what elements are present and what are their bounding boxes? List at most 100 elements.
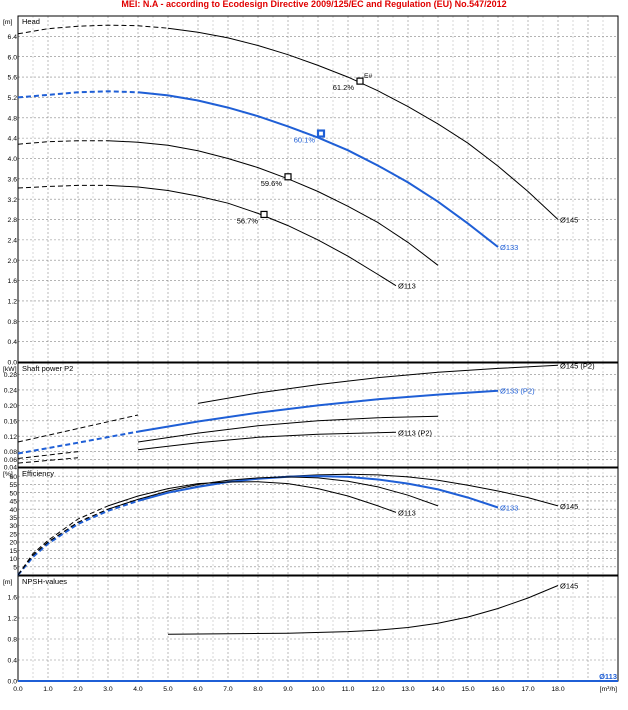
y-tick-label: 0.16 xyxy=(4,418,17,425)
curve-unnamed xyxy=(137,415,439,443)
y-unit-label: [m] xyxy=(3,19,13,26)
series-label: Ø145 (P2) xyxy=(560,361,595,370)
curve-dashed xyxy=(17,451,79,459)
bep-label: 60.1% xyxy=(294,136,316,145)
curve-dashed xyxy=(17,457,79,464)
annotation-label: E# xyxy=(364,73,373,80)
y-tick-label: 30 xyxy=(9,523,17,530)
series-label: Ø113 (P2) xyxy=(398,428,433,437)
x-tick-label: 16.0 xyxy=(491,686,504,693)
x-tick-label: 17.0 xyxy=(521,686,534,693)
curve-dashed xyxy=(17,508,109,576)
curve-Ø145 (P2) xyxy=(197,364,559,404)
y-tick-label: 1.6 xyxy=(8,595,18,602)
series-label: Ø133 xyxy=(500,243,518,252)
curve-unnamed xyxy=(107,140,439,266)
curve-dashed xyxy=(17,24,169,35)
panel-title: Head xyxy=(22,17,40,26)
x-tick-label: 13.0 xyxy=(401,686,414,693)
y-tick-label: 0.12 xyxy=(4,434,17,441)
curve-dashed xyxy=(17,505,109,576)
series-label: Ø145 xyxy=(560,581,578,590)
panel-3 xyxy=(17,575,619,682)
y-tick-label: 0.28 xyxy=(4,372,17,379)
y-tick-label: 35 xyxy=(9,515,17,522)
bep-label: 59.6% xyxy=(261,179,283,188)
y-tick-label: 20 xyxy=(9,540,17,547)
y-tick-label: 2.8 xyxy=(8,217,18,224)
y-tick-label: 40 xyxy=(9,507,17,514)
curve-dashed xyxy=(17,140,108,145)
y-unit-label: [m] xyxy=(3,579,13,586)
y-tick-label: 0.24 xyxy=(4,388,17,395)
y-tick-label: 4.0 xyxy=(8,156,18,163)
panel-2 xyxy=(17,467,619,576)
panel-0 xyxy=(17,15,619,363)
curve-dashed xyxy=(17,430,139,455)
series-label: Ø145 xyxy=(560,216,578,225)
x-tick-label: 0.0 xyxy=(13,686,23,693)
x-tick-label: 10.0 xyxy=(311,686,324,693)
y-tick-label: 0.20 xyxy=(4,403,17,410)
x-unit-label: [m³/h] xyxy=(600,686,617,693)
y-tick-label: 60 xyxy=(9,474,17,481)
y-tick-label: 0.8 xyxy=(8,319,18,326)
y-unit-label: [%] xyxy=(3,471,13,478)
curve-Ø133 (P2) xyxy=(137,389,499,433)
y-tick-label: 25 xyxy=(9,531,17,538)
y-tick-label: 0.8 xyxy=(8,637,18,644)
y-tick-label: 2.4 xyxy=(8,237,18,244)
y-tick-label: 2.0 xyxy=(8,258,18,265)
x-tick-label: 8.0 xyxy=(253,686,263,693)
y-tick-label: 15 xyxy=(9,548,17,555)
series-label: Ø113 xyxy=(398,282,416,291)
y-tick-label: 0.0 xyxy=(8,679,18,686)
y-tick-label: 0.06 xyxy=(4,457,17,464)
y-tick-label: 4.8 xyxy=(8,115,18,122)
x-tick-label: 5.0 xyxy=(163,686,173,693)
y-tick-label: 5.2 xyxy=(8,95,18,102)
curve-Ø113 xyxy=(107,481,397,513)
x-tick-label: 11.0 xyxy=(342,686,355,693)
y-tick-label: 0.4 xyxy=(8,658,18,665)
curve-Ø113 (P2) xyxy=(137,431,397,451)
bep-label: 61.2% xyxy=(333,83,355,92)
panel-frame xyxy=(17,362,619,468)
y-tick-label: 6.4 xyxy=(8,34,18,41)
x-tick-label: 12.0 xyxy=(371,686,384,693)
y-tick-label: 0.0 xyxy=(8,360,18,367)
y-tick-label: 0.4 xyxy=(8,339,18,346)
x-tick-label: 6.0 xyxy=(193,686,203,693)
y-unit-label: [kW] xyxy=(3,366,17,373)
y-tick-label: 0.08 xyxy=(4,449,17,456)
y-tick-label: 6.0 xyxy=(8,54,18,61)
series-label: Ø113 xyxy=(599,672,617,681)
y-tick-label: 5 xyxy=(13,564,17,571)
curve-Ø145 xyxy=(167,585,559,635)
x-tick-label: 15.0 xyxy=(461,686,474,693)
series-label: Ø133 xyxy=(500,504,518,513)
curve-dashed xyxy=(17,414,139,443)
y-tick-label: 5.6 xyxy=(8,75,18,82)
x-tick-label: 2.0 xyxy=(73,686,83,693)
panel-title: Shaft power P2 xyxy=(22,364,73,373)
curve-dashed xyxy=(17,90,139,99)
y-tick-label: 0.04 xyxy=(4,465,17,472)
curve-Ø113 xyxy=(107,184,397,287)
series-label: Ø145 xyxy=(560,502,578,511)
y-tick-label: 50 xyxy=(9,490,17,497)
y-tick-label: 3.6 xyxy=(8,176,18,183)
y-tick-label: 1.6 xyxy=(8,278,18,285)
bep-label: 56.7% xyxy=(237,216,259,225)
curve-Ø133 xyxy=(137,475,499,509)
x-tick-label: 14.0 xyxy=(431,686,444,693)
y-tick-label: 10 xyxy=(9,556,17,563)
panel-frame xyxy=(17,467,619,576)
panel-title: Efficiency xyxy=(22,469,54,478)
curve-unnamed xyxy=(107,476,439,510)
x-tick-label: 1.0 xyxy=(43,686,53,693)
bep-marker xyxy=(284,173,292,181)
banner-text: MEI: N.A - according to Ecodesign Direct… xyxy=(121,0,507,9)
x-tick-label: 7.0 xyxy=(223,686,233,693)
